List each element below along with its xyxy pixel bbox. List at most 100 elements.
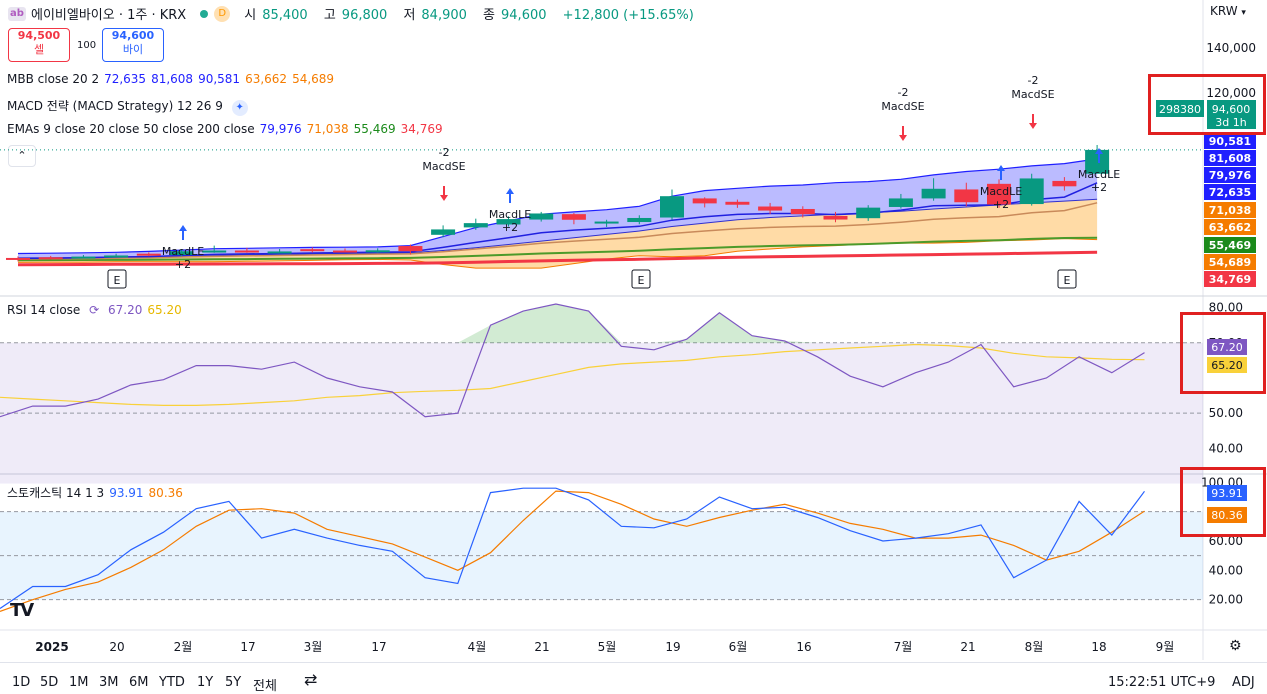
timeframe-button-5Y[interactable]: 5Y [225,675,242,690]
chevron-down-icon: ▾ [1241,8,1246,18]
data-badge[interactable]: D [214,5,231,22]
timeframe-button-1D[interactable]: 1D [12,675,31,690]
candle-body [463,223,488,228]
timeframe-button-전체[interactable]: 전체 [253,679,277,694]
low-value: 84,900 [421,8,467,23]
candle-body [398,246,423,252]
earnings-marker-icon [107,269,127,289]
rsi-axis-tick: 50.00 [1209,406,1243,420]
change-value: +12,800 (+15.65%) [562,8,694,23]
highlight-box-rsi [1180,312,1266,394]
signal-label: MacdLE [1078,168,1120,181]
sell-price: 94,500 [17,29,61,42]
collapse-legend-button[interactable]: ⌃ [8,145,36,167]
market-status-dot [200,9,209,18]
candle-body [856,207,881,219]
stoch-axis-tick: 20.00 [1209,593,1243,607]
time-axis-tick: 3월 [304,640,323,654]
bottom-toolbar [0,662,1267,693]
time-axis-tick: 20 [109,640,124,654]
rsi-legend[interactable]: RSI 14 close ⟳ 67.20 65.20 [7,303,182,317]
rsi-axis-tick: 40.00 [1209,441,1243,455]
rsi-ma-value-text: 65.20 [1211,359,1243,372]
candle-body [790,208,815,215]
candle-body [725,201,750,205]
stoch-d-line [0,490,1145,612]
signal-qty: +2 [502,221,518,234]
signal-qty: -2 [439,146,450,159]
time-axis-tick: 4월 [468,640,487,654]
timeframe-button-1Y[interactable]: 1Y [197,675,214,690]
clock-readout[interactable]: 15:22:51 UTC+9 [1108,675,1216,690]
signal-qty: -2 [898,86,909,99]
long-entry-arrow-icon [1095,148,1103,163]
signal-label: MacdSE [1011,88,1054,101]
highlight-box-stoch [1180,467,1266,537]
candle-body [594,221,619,224]
candle-body [38,257,63,260]
indicator-value-tag [1204,150,1256,166]
timeframe-button-YTD[interactable]: YTD [159,675,185,690]
candle-body [1052,180,1077,187]
time-axis-tick: 18 [1091,640,1106,654]
settings-gear-icon[interactable]: ⚙ [1229,638,1242,654]
settings-icon[interactable]: ✦ [231,100,248,116]
earnings-marker-label: E [114,274,121,287]
currency-select[interactable]: KRW ▾ [1210,4,1246,18]
signal-qty: +2 [175,258,191,271]
sell-button[interactable]: 94,500 셀 [8,28,70,62]
time-axis-tick: 21 [534,640,549,654]
short-entry-arrow-icon [440,186,448,201]
ema200-line [17,250,1098,267]
timeframe-button-3M[interactable]: 3M [99,675,119,690]
short-entry-arrow-icon [1029,114,1037,129]
last-price-tag [1207,100,1256,129]
candle-body [71,256,96,259]
signal-qty: +2 [1091,181,1107,194]
indicator-value-tag [1204,237,1256,253]
price-axis-tick: 120,000 [1206,86,1256,100]
indicator-value-text: 71,038 [1209,204,1251,217]
timeframe-button-1M[interactable]: 1M [69,675,89,690]
earnings-marker-label: E [1064,274,1071,287]
ohlc-values: 시 85,400 고 96,800 저 84,900 종 94,600 +12,800 … [244,8,694,23]
indicator-value-tag [1204,254,1256,270]
macd-legend[interactable]: MACD 전략 (MACD Strategy) 12 26 9 ✦ [7,97,253,116]
symbol-title[interactable]: 에이비엘바이오 · 1주 · KRX [31,8,187,23]
long-entry-arrow-icon [179,225,187,240]
indicator-value-text: 72,635 [1209,186,1251,199]
stoch-legend[interactable]: 스토캐스틱 14 1 3 93.91 80.36 [7,486,183,500]
time-axis-tick: 5월 [598,640,617,654]
sell-label: 셀 [33,43,45,56]
candle-body [921,188,946,199]
short-entry-arrow-icon [899,126,907,141]
candle-body [758,206,783,211]
mbb-legend[interactable]: MBB close 20 2 72,635 81,608 90,581 63,662 54… [7,72,335,86]
buy-button[interactable]: 94,600 바이 [102,28,164,62]
time-axis-tick: 2월 [174,640,193,654]
indicator-value-text: 55,469 [1209,239,1251,252]
compare-date-icon[interactable]: ⇄ [304,670,318,689]
long-entry-arrow-icon [506,188,514,203]
indicator-value-tag [1204,271,1256,287]
candle-body [987,183,1011,205]
volume-tag [1156,100,1204,117]
symbol-header: ab 에이비엘바이오 · 1주 · KRX D 시 85,400 고 96,800 … [8,4,700,23]
emas-legend[interactable]: EMAs 9 close 20 close 50 close 200 close… [7,122,443,136]
candle-body [300,249,325,252]
timeframe-button-6M[interactable]: 6M [129,675,149,690]
signal-label: MacdSE [422,160,465,173]
ema9-line [17,182,1098,260]
time-axis-tick: 2025 [35,640,68,654]
timeframe-button-5D[interactable]: 5D [40,675,59,690]
indicator-value-tag [1204,219,1256,235]
adj-toggle[interactable]: ADJ [1232,675,1255,690]
candle-body [136,253,161,256]
indicator-value-text: 54,689 [1209,256,1251,269]
long-entry-arrow-icon [997,165,1005,180]
rsi-overbought-fill [0,304,1145,343]
candle-body [431,229,456,235]
tradingview-logo-icon: TV [10,600,34,621]
